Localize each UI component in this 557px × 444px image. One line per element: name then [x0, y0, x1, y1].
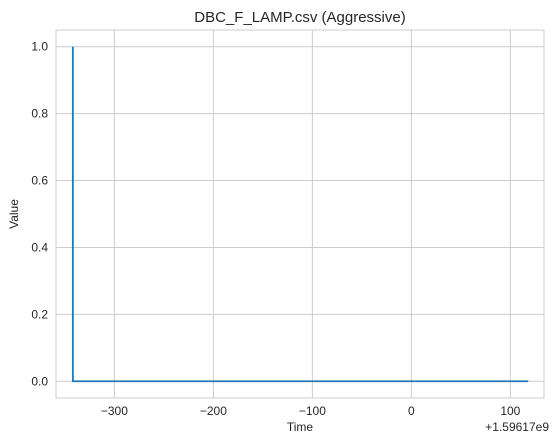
plot-area [55, 29, 545, 399]
y-axis-label: Value [7, 199, 21, 229]
x-tick-label: −200 [200, 404, 227, 418]
y-tick-label: 0.0 [31, 374, 48, 388]
chart-title: DBC_F_LAMP.csv (Aggressive) [194, 9, 405, 26]
x-tick-label: 0 [408, 404, 415, 418]
y-tick-label: 1.0 [31, 40, 48, 54]
x-axis-label: Time [287, 420, 314, 434]
y-tick-label: 0.4 [31, 240, 48, 254]
series-layer [71, 46, 529, 383]
x-tick-label: −100 [299, 404, 326, 418]
x-tick-label: 100 [500, 404, 520, 418]
y-tick-label: 0.6 [31, 174, 48, 188]
y-tick-labels: 0.0 0.2 0.4 0.6 0.8 1.0 [31, 40, 48, 389]
x-tick-label: −300 [101, 404, 128, 418]
series-line [71, 46, 529, 383]
x-offset-label: +1.59617e9 [485, 420, 549, 434]
x-tick-labels: −300 −200 −100 0 100 [101, 404, 521, 418]
y-tick-label: 0.2 [31, 307, 48, 321]
y-tick-label: 0.8 [31, 107, 48, 121]
